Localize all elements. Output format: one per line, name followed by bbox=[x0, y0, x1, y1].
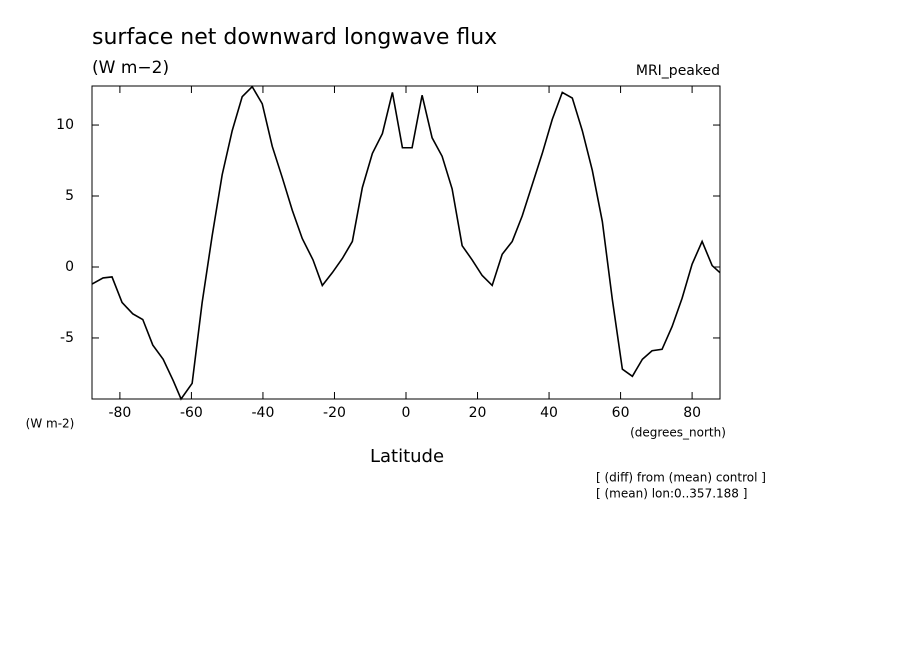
y-tick-label: -5 bbox=[60, 330, 74, 346]
x-tick-label: 20 bbox=[469, 405, 487, 421]
x-axis-label: Latitude bbox=[370, 446, 444, 467]
y-tick-label: 5 bbox=[65, 188, 74, 204]
x-tick-label: 60 bbox=[612, 405, 630, 421]
x-tick-label: -80 bbox=[108, 405, 131, 421]
line bbox=[91, 85, 721, 401]
x-axis-units: (degrees_north) bbox=[630, 426, 726, 440]
y-axis-label: (W m-2) bbox=[26, 417, 75, 431]
note: [ (mean) lon:0..357.188 ] bbox=[596, 487, 747, 501]
x-tick-label: -40 bbox=[252, 405, 275, 421]
x-tick-label: 80 bbox=[683, 405, 701, 421]
x-tick-label: -20 bbox=[323, 405, 346, 421]
chart-title: surface net downward longwave flux bbox=[92, 25, 497, 50]
y-tick-label: 0 bbox=[65, 259, 74, 275]
note: [ (diff) from (mean) control ] bbox=[596, 471, 766, 485]
plot-frame bbox=[91, 85, 721, 400]
units: (W m−2) bbox=[92, 58, 169, 78]
x-tick-label: -60 bbox=[180, 405, 203, 421]
x-tick-label: 40 bbox=[540, 405, 558, 421]
x-tick-label: 0 bbox=[402, 405, 411, 421]
model-label: MRI_peaked bbox=[636, 63, 720, 79]
y-tick-label: 10 bbox=[56, 117, 74, 133]
